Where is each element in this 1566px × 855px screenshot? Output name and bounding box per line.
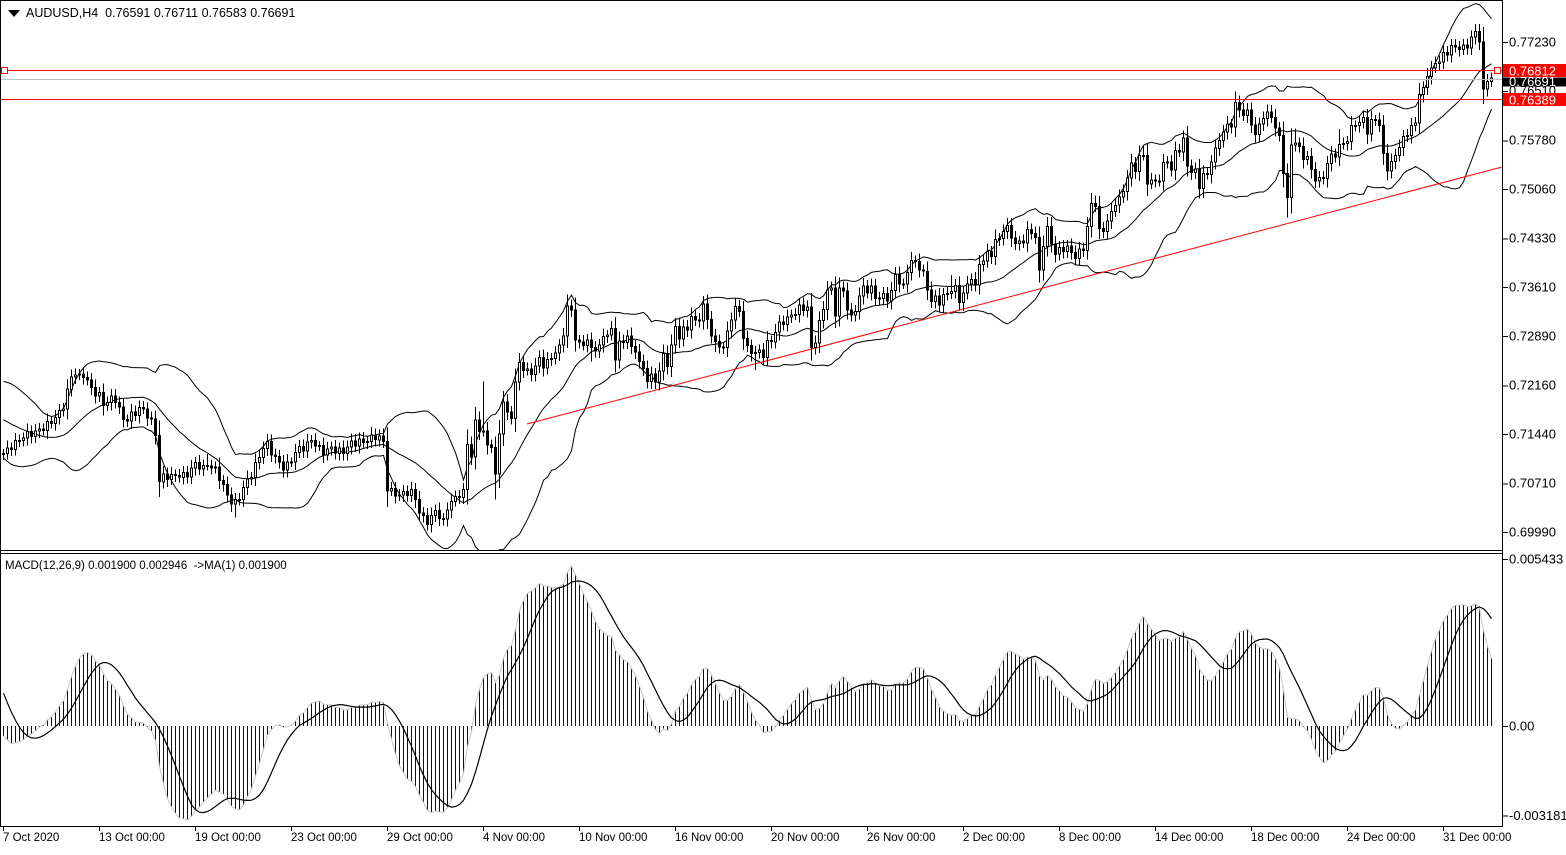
svg-text:10 Nov 00:00: 10 Nov 00:00 [579, 832, 647, 844]
svg-text:0.69990: 0.69990 [1509, 524, 1556, 539]
svg-text:23 Oct 00:00: 23 Oct 00:00 [291, 832, 357, 844]
svg-text:0.76691: 0.76691 [1509, 74, 1556, 89]
svg-text:0.75780: 0.75780 [1509, 133, 1556, 148]
svg-text:24 Dec 00:00: 24 Dec 00:00 [1347, 832, 1415, 844]
svg-text:8 Dec 00:00: 8 Dec 00:00 [1059, 832, 1121, 844]
svg-text:13 Oct 00:00: 13 Oct 00:00 [99, 832, 165, 844]
svg-text:29 Oct 00:00: 29 Oct 00:00 [387, 832, 453, 844]
svg-text:0.73610: 0.73610 [1509, 280, 1556, 295]
svg-text:7 Oct 2020: 7 Oct 2020 [3, 832, 59, 844]
svg-text:0.76812: 0.76812 [1509, 63, 1556, 78]
svg-text:0.75060: 0.75060 [1509, 181, 1556, 196]
svg-text:2 Dec 00:00: 2 Dec 00:00 [963, 832, 1025, 844]
svg-text:20 Nov 00:00: 20 Nov 00:00 [771, 832, 839, 844]
svg-text:18 Dec 00:00: 18 Dec 00:00 [1251, 832, 1319, 844]
svg-text:0.005433: 0.005433 [1509, 551, 1563, 566]
svg-text:31 Dec 00:00: 31 Dec 00:00 [1443, 832, 1511, 844]
svg-text:0.71440: 0.71440 [1509, 426, 1556, 441]
svg-text:0.72160: 0.72160 [1509, 378, 1556, 393]
svg-text:4 Nov 00:00: 4 Nov 00:00 [483, 832, 545, 844]
svg-text:0.72890: 0.72890 [1509, 328, 1556, 343]
svg-text:0.74330: 0.74330 [1509, 231, 1556, 246]
svg-text:16 Nov 00:00: 16 Nov 00:00 [675, 832, 743, 844]
svg-text:14 Dec 00:00: 14 Dec 00:00 [1155, 832, 1223, 844]
svg-text:-0.003181: -0.003181 [1509, 808, 1566, 823]
svg-text:0.00: 0.00 [1509, 718, 1534, 733]
svg-text:AUDUSD,H4 0.76591 0.76711 0.7: AUDUSD,H4 0.76591 0.76711 0.76583 0.7669… [26, 6, 295, 20]
svg-text:19 Oct 00:00: 19 Oct 00:00 [195, 832, 261, 844]
svg-text:26 Nov 00:00: 26 Nov 00:00 [867, 832, 935, 844]
svg-text:0.77230: 0.77230 [1509, 35, 1556, 50]
svg-text:0.70710: 0.70710 [1509, 476, 1556, 491]
svg-text:0.76389: 0.76389 [1509, 92, 1556, 107]
svg-text:MACD(12,26,9) 0.001900 0.00294: MACD(12,26,9) 0.001900 0.002946 ->MA(1) … [5, 560, 287, 572]
